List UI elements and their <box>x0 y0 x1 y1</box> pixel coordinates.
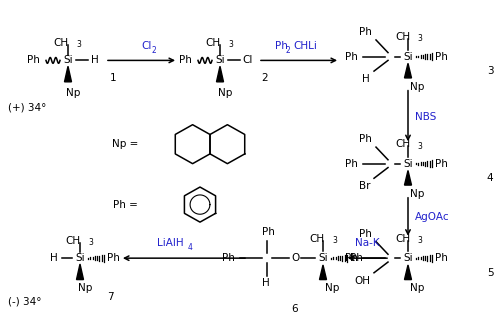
Text: Br: Br <box>358 181 370 191</box>
Text: 3: 3 <box>486 66 494 76</box>
Text: CH: CH <box>206 38 221 48</box>
Text: Cl: Cl <box>242 55 252 65</box>
Text: CH: CH <box>310 234 325 244</box>
Text: 3: 3 <box>417 141 422 151</box>
Text: 2: 2 <box>262 73 268 83</box>
Text: Np: Np <box>410 189 424 199</box>
Text: Si: Si <box>63 55 73 65</box>
Polygon shape <box>76 264 84 280</box>
Text: Np: Np <box>410 82 424 92</box>
Text: Ph: Ph <box>222 253 235 263</box>
Polygon shape <box>404 171 411 185</box>
Text: Ph: Ph <box>262 227 275 237</box>
Text: (+) 34°: (+) 34° <box>8 102 46 112</box>
Text: 4: 4 <box>188 243 193 252</box>
Text: Ph: Ph <box>359 134 372 144</box>
Text: Ph: Ph <box>179 55 192 65</box>
Text: H: H <box>262 278 270 288</box>
Text: Ph: Ph <box>359 229 372 239</box>
Text: H: H <box>91 55 99 65</box>
Text: CH: CH <box>66 236 81 246</box>
Text: Ph: Ph <box>435 159 448 169</box>
Text: Ph: Ph <box>350 253 363 263</box>
Text: Ph: Ph <box>107 253 120 263</box>
Text: Si: Si <box>403 52 413 61</box>
Text: Ph: Ph <box>435 253 448 263</box>
Text: Np: Np <box>78 284 92 294</box>
Text: 3: 3 <box>332 236 337 245</box>
Text: 3: 3 <box>417 236 422 245</box>
Text: 4: 4 <box>486 173 494 183</box>
Text: Ph: Ph <box>345 253 358 263</box>
Text: Np: Np <box>218 88 232 98</box>
Text: Ph: Ph <box>275 41 288 51</box>
Text: CH: CH <box>54 38 69 48</box>
Polygon shape <box>216 66 224 82</box>
Text: Ph =: Ph = <box>113 200 138 210</box>
Text: Si: Si <box>215 55 225 65</box>
Text: 3: 3 <box>417 34 422 44</box>
Text: O: O <box>291 253 299 263</box>
Text: CH: CH <box>395 234 410 244</box>
Text: Ph: Ph <box>345 159 358 169</box>
Text: CHLi: CHLi <box>293 41 317 51</box>
Text: Ph: Ph <box>435 52 448 61</box>
Text: Si: Si <box>403 159 413 169</box>
Text: 6: 6 <box>292 304 298 313</box>
Text: OH: OH <box>354 276 370 286</box>
Text: 3: 3 <box>228 40 233 49</box>
Text: Na-K: Na-K <box>354 239 380 249</box>
Text: Np: Np <box>66 88 80 98</box>
Text: 2: 2 <box>152 46 157 54</box>
Text: 3: 3 <box>76 40 81 49</box>
Text: Ph: Ph <box>345 52 358 61</box>
Text: 2: 2 <box>285 46 290 54</box>
Text: Ph: Ph <box>359 27 372 37</box>
Polygon shape <box>320 265 326 280</box>
Text: Si: Si <box>75 253 85 263</box>
Text: 1: 1 <box>110 73 116 83</box>
Text: Cl: Cl <box>141 41 152 51</box>
Text: 3: 3 <box>88 238 93 247</box>
Text: 5: 5 <box>486 268 494 278</box>
Text: NBS: NBS <box>415 112 436 122</box>
Text: CH: CH <box>395 32 410 42</box>
Polygon shape <box>404 265 411 280</box>
Text: Si: Si <box>403 253 413 263</box>
Polygon shape <box>64 66 71 82</box>
Text: CH: CH <box>395 139 410 149</box>
Polygon shape <box>404 63 411 78</box>
Text: 7: 7 <box>106 292 114 302</box>
Text: Np: Np <box>325 284 340 294</box>
Text: (-) 34°: (-) 34° <box>8 297 42 307</box>
Text: H: H <box>362 74 370 84</box>
Text: Np =: Np = <box>112 139 138 149</box>
Text: AgOAc: AgOAc <box>415 212 450 222</box>
Text: Ph: Ph <box>27 55 40 65</box>
Text: Si: Si <box>318 253 328 263</box>
Text: H: H <box>50 253 58 263</box>
Text: Np: Np <box>410 284 424 294</box>
Text: LiAlH: LiAlH <box>158 239 184 249</box>
